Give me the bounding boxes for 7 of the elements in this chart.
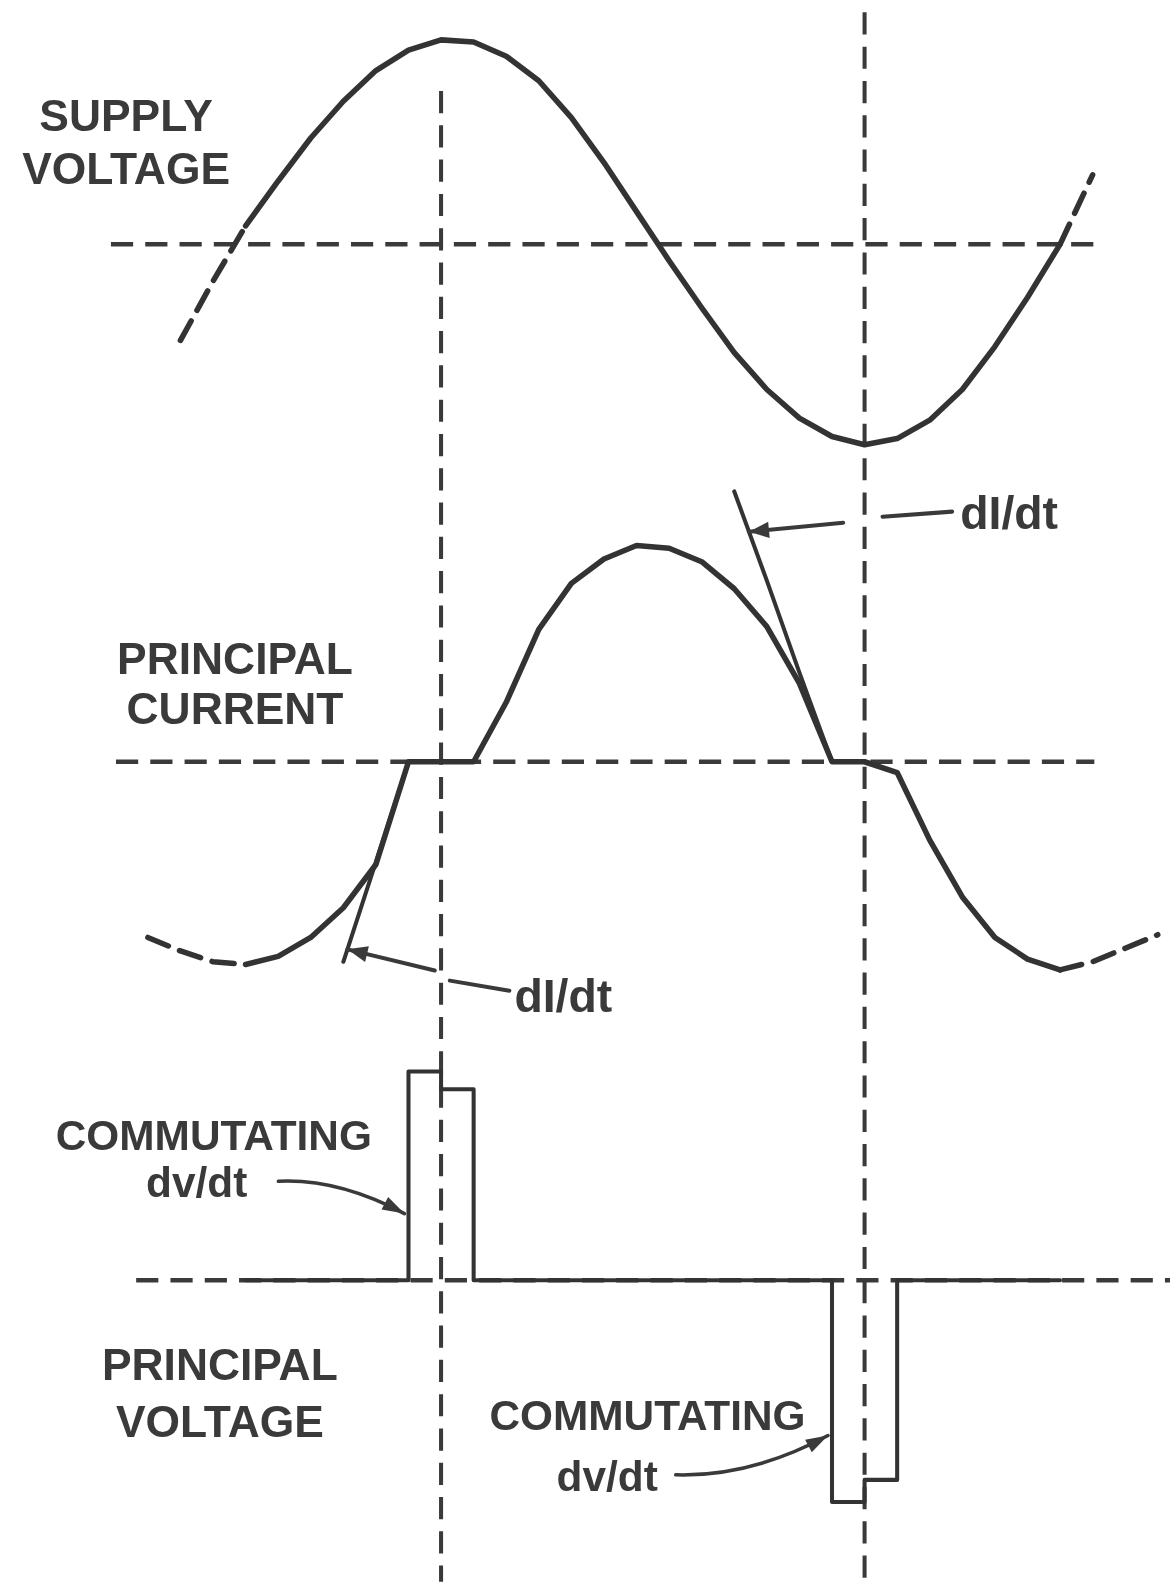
series-label: PRINCIPAL CURRENT [117,634,353,734]
annotation: COMMUTATING dv/dt [489,1392,806,1500]
annotation: COMMUTATING dv/dt [55,1112,372,1207]
series-label: SUPPLY VOLTAGE [22,91,230,193]
annotation: dI/dt [514,969,613,1022]
series-label: PRINCIPAL VOLTAGE [101,1340,338,1446]
annotation: dI/dt [960,486,1059,539]
